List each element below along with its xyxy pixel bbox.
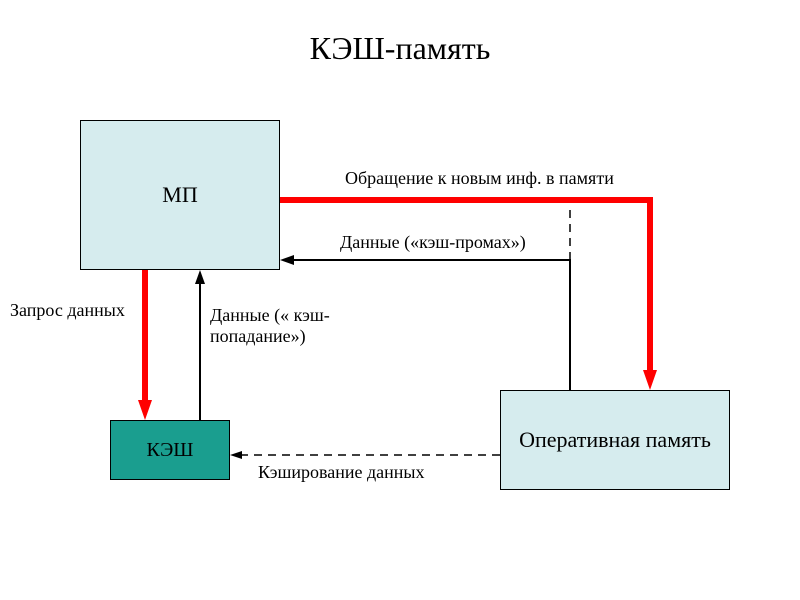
node-ram: Оперативная память: [500, 390, 730, 490]
node-ram-label: Оперативная память: [519, 427, 711, 453]
node-mp: МП: [80, 120, 280, 270]
page-title: КЭШ-память: [0, 30, 800, 67]
edge-label-miss: Данные («кэш-промах»): [340, 232, 540, 253]
edge-label-caching: Кэширование данных: [258, 462, 425, 483]
edge-label-fetch: Обращение к новым инф. в памяти: [345, 168, 614, 189]
node-cache-label: КЭШ: [147, 439, 194, 462]
node-cache: КЭШ: [110, 420, 230, 480]
node-mp-label: МП: [162, 182, 197, 208]
edge-label-hit: Данные (« кэш-попадание»): [210, 305, 340, 346]
edge-label-request: Запрос данных: [10, 300, 125, 321]
